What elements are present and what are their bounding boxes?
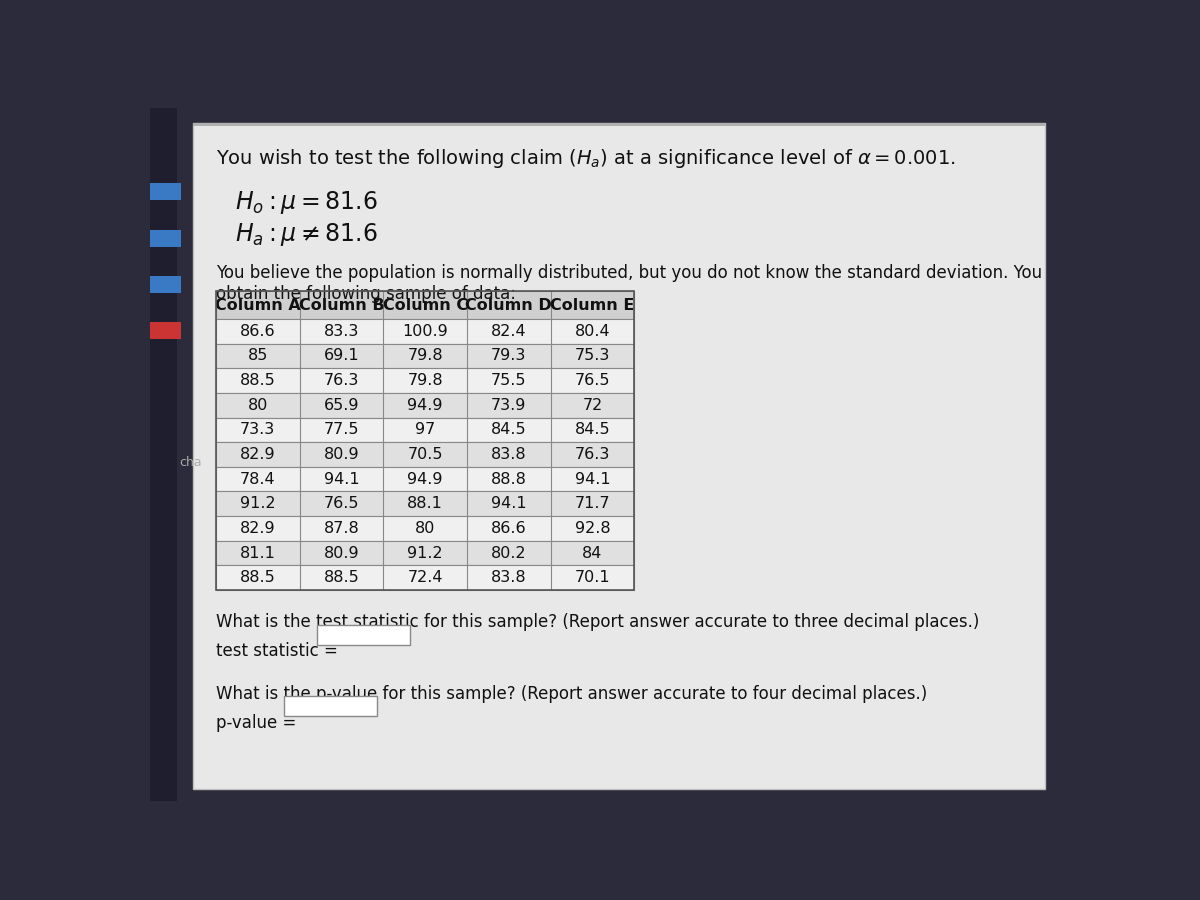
Text: 83.8: 83.8 <box>491 447 527 462</box>
Text: obtain the following sample of data:: obtain the following sample of data: <box>216 285 516 303</box>
Text: 83.3: 83.3 <box>324 324 359 338</box>
Bar <box>150 108 178 801</box>
Text: test statistic =: test statistic = <box>216 643 337 661</box>
Text: 88.5: 88.5 <box>240 374 276 388</box>
Text: 82.9: 82.9 <box>240 521 276 535</box>
Text: 84.5: 84.5 <box>491 422 527 437</box>
Text: 78.4: 78.4 <box>240 472 276 487</box>
Text: 72.4: 72.4 <box>407 571 443 585</box>
Text: 76.3: 76.3 <box>324 374 359 388</box>
Text: 75.3: 75.3 <box>575 348 611 364</box>
Text: What is the p-value for this sample? (Report answer accurate to four decimal pla: What is the p-value for this sample? (Re… <box>216 685 928 703</box>
Bar <box>216 467 635 491</box>
Text: 88.5: 88.5 <box>324 571 359 585</box>
Text: 69.1: 69.1 <box>324 348 359 364</box>
Text: 83.8: 83.8 <box>491 571 527 585</box>
Text: 73.3: 73.3 <box>240 422 275 437</box>
Text: 80.9: 80.9 <box>324 447 359 462</box>
Text: 79.8: 79.8 <box>407 348 443 364</box>
Text: 76.5: 76.5 <box>575 374 611 388</box>
Text: 91.2: 91.2 <box>240 496 276 511</box>
Text: $H_a:\mu \neq 81.6$: $H_a:\mu \neq 81.6$ <box>235 221 378 248</box>
Text: 82.9: 82.9 <box>240 447 276 462</box>
Text: 72: 72 <box>582 398 602 413</box>
Text: 76.5: 76.5 <box>324 496 359 511</box>
Text: 87.8: 87.8 <box>324 521 359 535</box>
Bar <box>150 184 181 201</box>
Bar <box>216 516 635 541</box>
Text: 80: 80 <box>415 521 436 535</box>
Bar <box>216 319 635 344</box>
Bar <box>216 541 635 565</box>
Text: 84: 84 <box>582 545 602 561</box>
Bar <box>216 292 635 590</box>
Text: 86.6: 86.6 <box>491 521 527 535</box>
Text: 70.1: 70.1 <box>575 571 611 585</box>
Bar <box>150 322 181 339</box>
Text: 88.5: 88.5 <box>240 571 276 585</box>
Text: 94.9: 94.9 <box>407 472 443 487</box>
Bar <box>216 368 635 393</box>
Bar <box>216 344 635 368</box>
Text: 82.4: 82.4 <box>491 324 527 338</box>
Text: Column B: Column B <box>299 298 384 312</box>
Text: 70.5: 70.5 <box>407 447 443 462</box>
Bar <box>193 123 1045 127</box>
Text: 79.3: 79.3 <box>491 348 527 364</box>
Text: 77.5: 77.5 <box>324 422 359 437</box>
Text: cha: cha <box>180 455 202 469</box>
Text: Column C: Column C <box>383 298 468 312</box>
Bar <box>284 697 377 716</box>
Text: You wish to test the following claim ($H_a$) at a significance level of $\alpha : You wish to test the following claim ($H… <box>216 147 955 169</box>
Bar <box>216 393 635 418</box>
Bar <box>216 491 635 516</box>
Text: 80: 80 <box>247 398 268 413</box>
Text: p-value =: p-value = <box>216 714 296 732</box>
Text: 94.1: 94.1 <box>324 472 359 487</box>
Text: 88.8: 88.8 <box>491 472 527 487</box>
Bar <box>216 565 635 590</box>
Text: 80.9: 80.9 <box>324 545 359 561</box>
Text: You believe the population is normally distributed, but you do not know the stan: You believe the population is normally d… <box>216 264 1042 282</box>
Text: Column E: Column E <box>551 298 635 312</box>
Text: 85: 85 <box>247 348 268 364</box>
Text: 94.1: 94.1 <box>575 472 611 487</box>
Text: 81.1: 81.1 <box>240 545 276 561</box>
Text: $H_o:\mu = 81.6$: $H_o:\mu = 81.6$ <box>235 189 378 216</box>
Text: 79.8: 79.8 <box>407 374 443 388</box>
Text: 71.7: 71.7 <box>575 496 611 511</box>
Bar <box>317 625 409 644</box>
Text: 73.9: 73.9 <box>491 398 527 413</box>
Text: 91.2: 91.2 <box>407 545 443 561</box>
Text: What is the test statistic for this sample? (Report answer accurate to three dec: What is the test statistic for this samp… <box>216 613 979 631</box>
Text: 94.1: 94.1 <box>491 496 527 511</box>
Text: 80.4: 80.4 <box>575 324 611 338</box>
Text: Column A: Column A <box>215 298 301 312</box>
Text: 75.5: 75.5 <box>491 374 527 388</box>
Bar <box>216 442 635 467</box>
Text: 65.9: 65.9 <box>324 398 359 413</box>
Text: 84.5: 84.5 <box>575 422 611 437</box>
Text: 80.2: 80.2 <box>491 545 527 561</box>
Text: 86.6: 86.6 <box>240 324 276 338</box>
Bar <box>216 292 635 319</box>
Text: 92.8: 92.8 <box>575 521 611 535</box>
Text: 97: 97 <box>415 422 436 437</box>
Bar <box>150 276 181 292</box>
Text: 94.9: 94.9 <box>407 398 443 413</box>
Text: Column D: Column D <box>466 298 552 312</box>
Text: 76.3: 76.3 <box>575 447 611 462</box>
Bar <box>216 418 635 442</box>
Text: 100.9: 100.9 <box>402 324 448 338</box>
Bar <box>150 230 181 247</box>
Text: 88.1: 88.1 <box>407 496 443 511</box>
